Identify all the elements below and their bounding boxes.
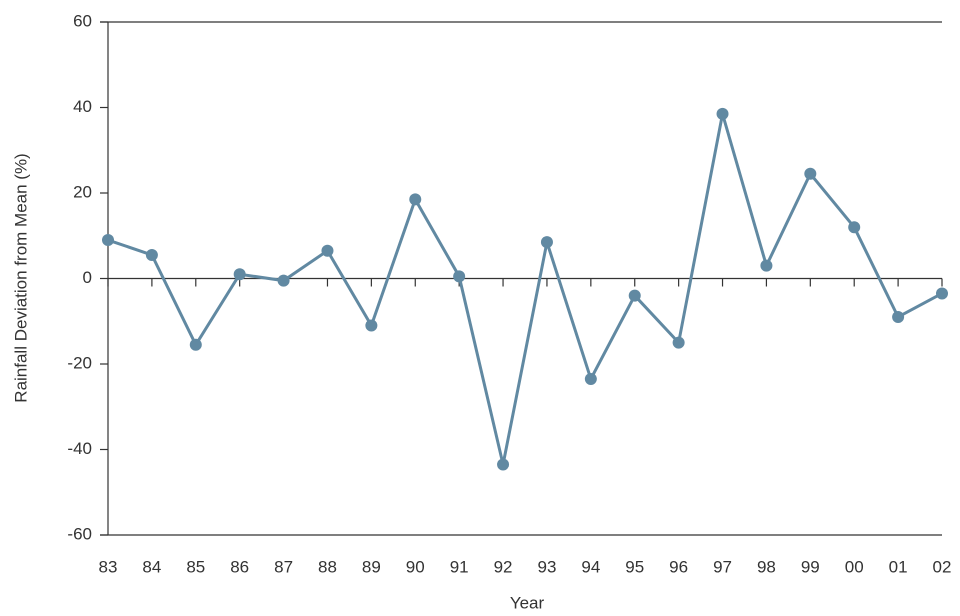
data-point — [365, 319, 378, 332]
y-tick-label: 20 — [73, 182, 92, 201]
data-point — [102, 234, 114, 247]
data-point — [233, 268, 246, 281]
x-tick-label: 99 — [801, 557, 820, 576]
x-tick-label: 98 — [757, 557, 776, 576]
data-point — [453, 270, 466, 283]
x-tick-label: 96 — [669, 557, 688, 576]
x-axis-title: Year — [510, 593, 545, 612]
data-point — [760, 259, 773, 272]
data-point — [936, 287, 948, 300]
y-tick-label: -40 — [67, 439, 92, 458]
data-point — [497, 458, 510, 471]
x-tick-label: 85 — [186, 557, 205, 576]
data-point — [892, 310, 905, 323]
data-point — [189, 338, 202, 351]
data-point — [277, 274, 290, 287]
data-point — [628, 289, 641, 302]
y-tick-label: -60 — [67, 524, 92, 543]
data-point — [716, 107, 729, 120]
x-tick-label: 94 — [581, 557, 600, 576]
data-point — [409, 193, 422, 206]
data-point — [672, 336, 685, 349]
y-axis-title: Rainfall Deviation from Mean (%) — [11, 153, 30, 402]
x-tick-label: 86 — [230, 557, 249, 576]
x-tick-label: 87 — [274, 557, 293, 576]
y-tick-label: -20 — [67, 353, 92, 372]
x-tick-label: 02 — [933, 557, 952, 576]
data-point — [145, 248, 158, 261]
x-tick-label: 92 — [494, 557, 513, 576]
x-tick-label: 95 — [625, 557, 644, 576]
x-tick-label: 88 — [318, 557, 337, 576]
y-tick-label: 40 — [73, 97, 92, 116]
y-tick-label: 60 — [73, 11, 92, 30]
x-tick-label: 89 — [362, 557, 381, 576]
x-tick-label: 97 — [713, 557, 732, 576]
x-tick-label: 84 — [142, 557, 161, 576]
data-point — [584, 372, 597, 385]
x-tick-label: 91 — [450, 557, 469, 576]
data-point — [540, 236, 553, 249]
x-tick-label: 83 — [99, 557, 118, 576]
x-tick-label: 01 — [889, 557, 908, 576]
data-point — [848, 221, 861, 234]
x-tick-label: 90 — [406, 557, 425, 576]
data-line — [107, 113, 943, 465]
y-tick-label: 0 — [83, 268, 92, 287]
x-tick-label: 93 — [537, 557, 556, 576]
x-tick-label: 00 — [845, 557, 864, 576]
data-point — [804, 167, 817, 180]
data-point — [321, 244, 334, 257]
